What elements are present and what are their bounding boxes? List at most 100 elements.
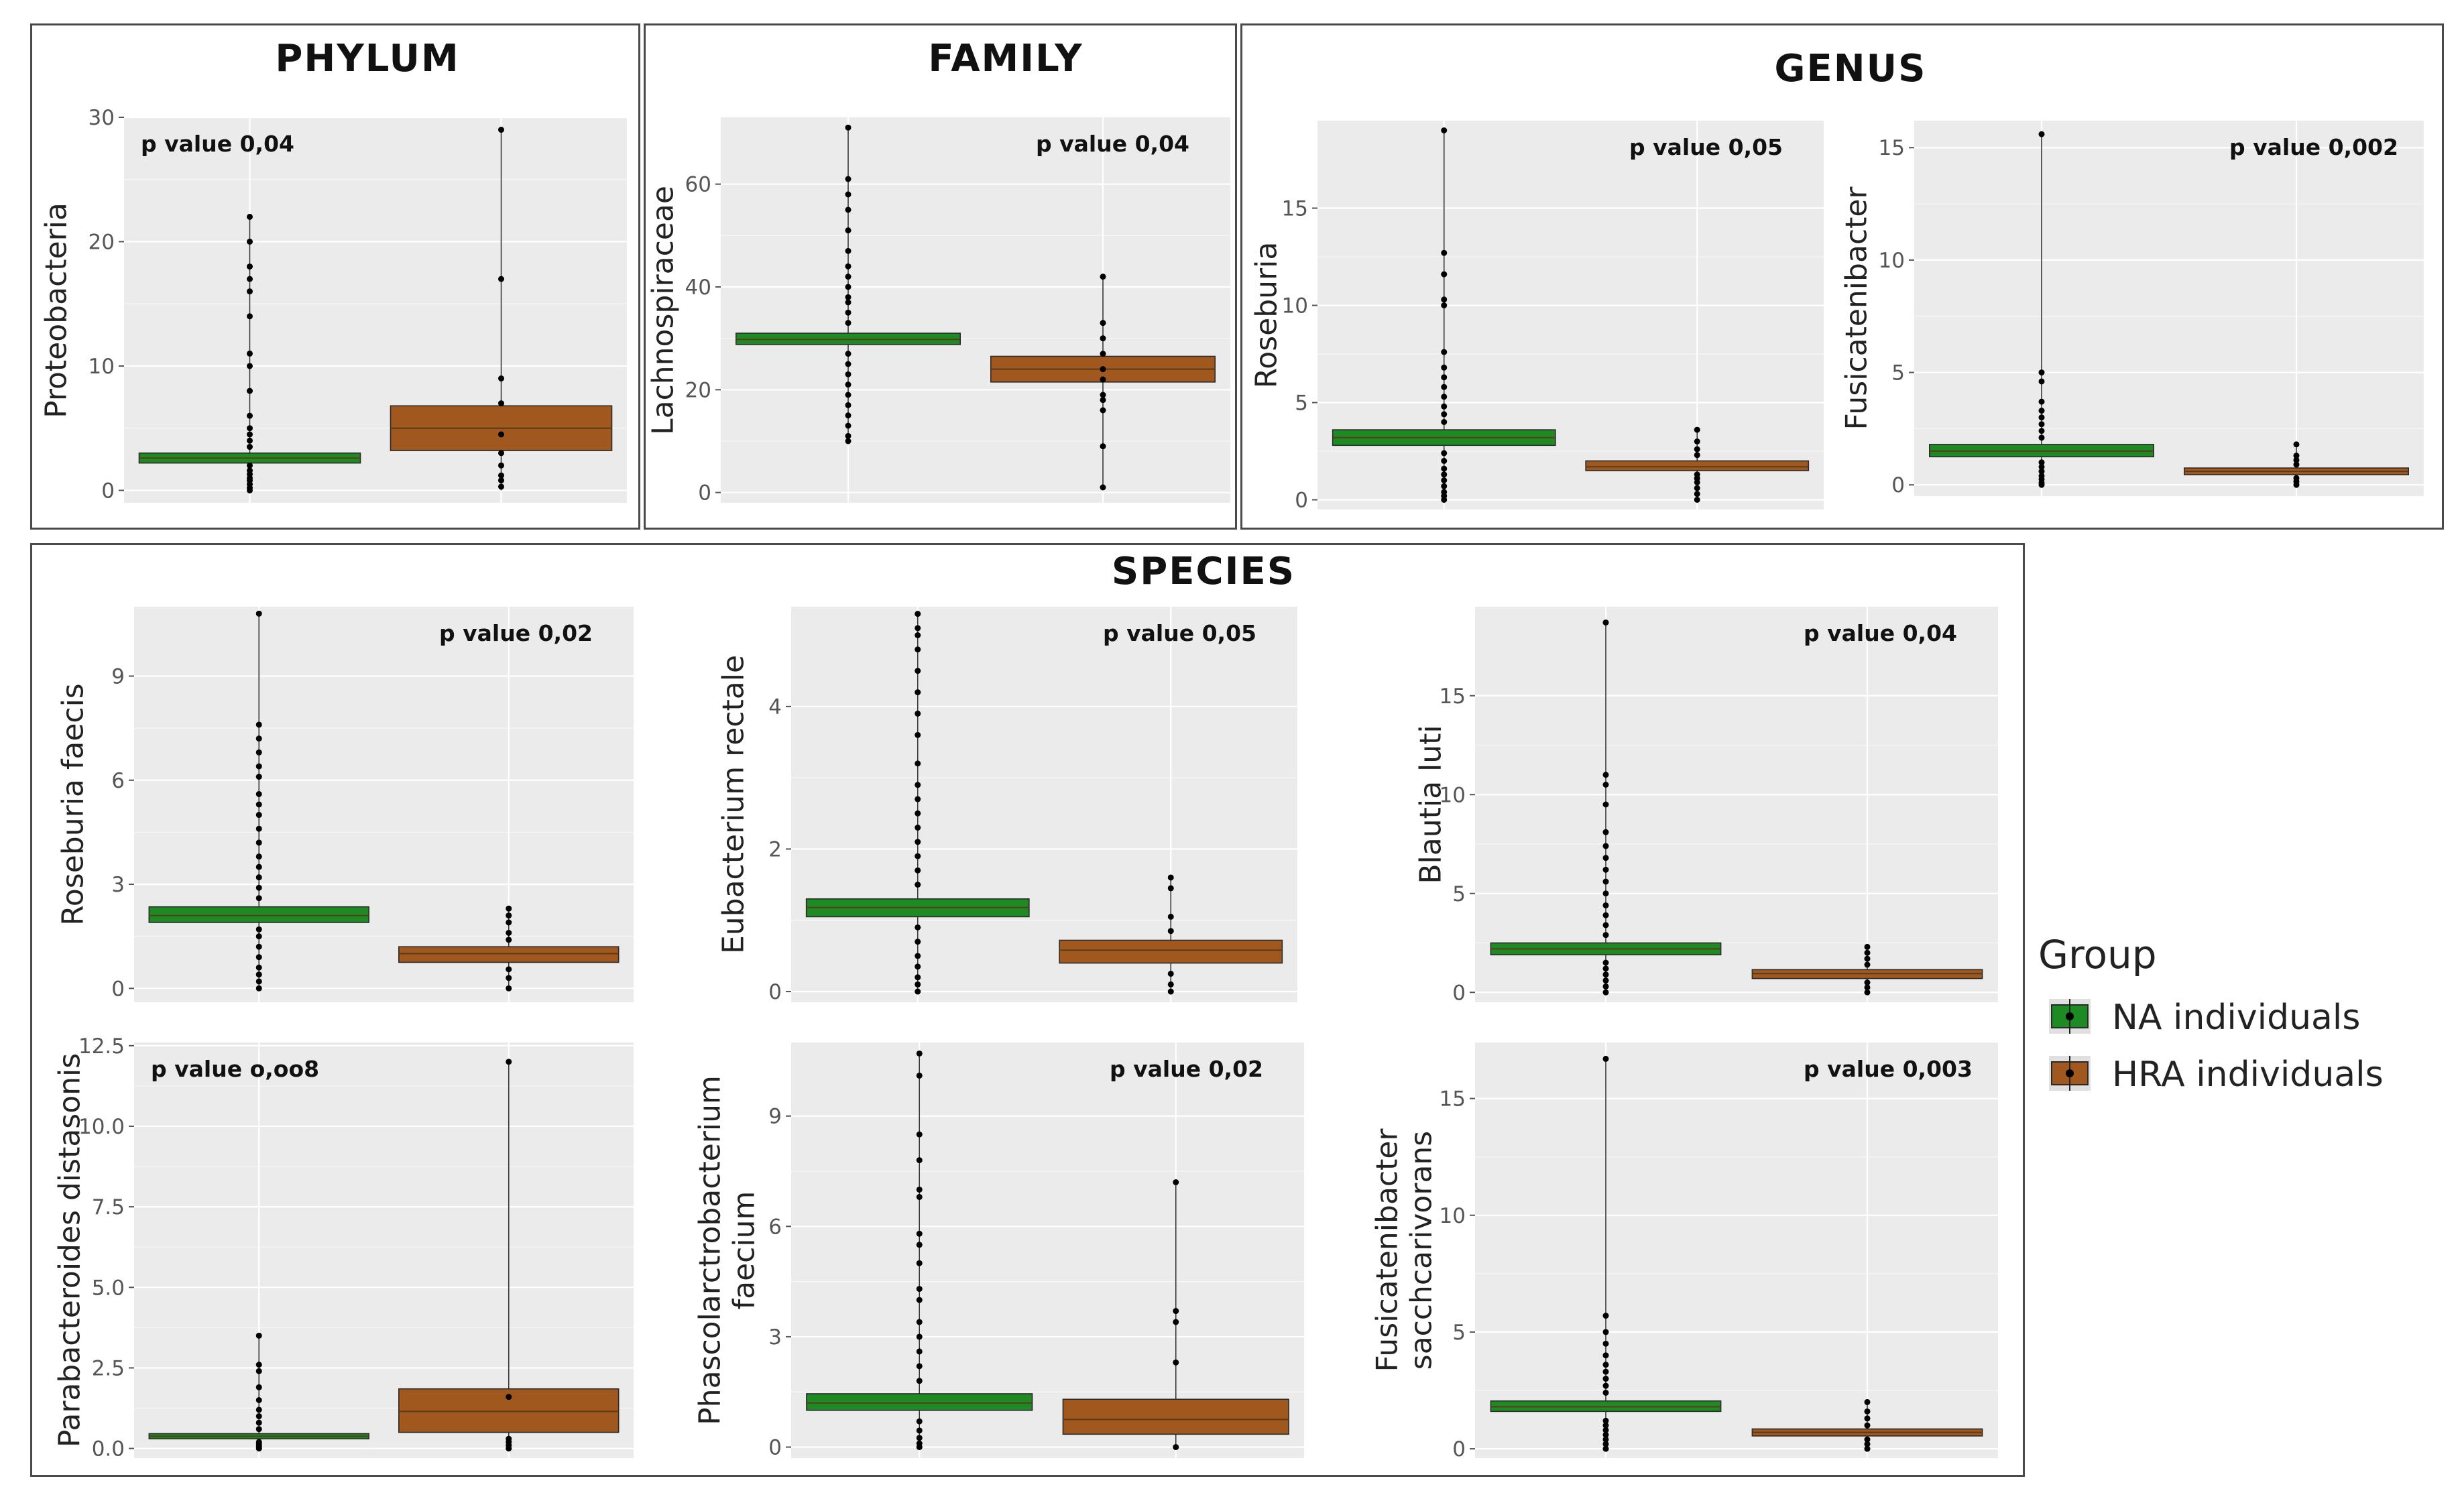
data-point (498, 477, 504, 484)
data-point (506, 1059, 512, 1065)
data-point (255, 954, 262, 961)
p-value-label: p value 0,04 (1804, 620, 1957, 646)
data-point (1173, 1444, 1179, 1451)
data-point (915, 988, 921, 995)
data-point (506, 1394, 512, 1400)
data-point (1602, 1055, 1609, 1062)
data-point (1602, 1436, 1609, 1443)
data-point (915, 632, 921, 639)
data-point (255, 943, 262, 950)
data-point (845, 227, 852, 234)
data-point (915, 953, 921, 959)
plot-svg: 0 5 10 15 (1440, 607, 1998, 1005)
data-point (1441, 450, 1448, 457)
data-point (2038, 468, 2045, 475)
data-point (1602, 782, 1609, 788)
data-point (506, 912, 512, 919)
data-point (845, 371, 852, 377)
data-point (506, 966, 512, 973)
data-point (1864, 984, 1871, 991)
data-point (916, 1131, 923, 1138)
genus-title: GENUS (1774, 47, 1927, 91)
data-point (255, 1362, 262, 1368)
data-point (1100, 366, 1106, 373)
data-point (255, 812, 262, 819)
data-point (247, 431, 253, 438)
y-tick-label: 12.5 (78, 1034, 125, 1059)
plot-blautia-luti: 0 5 10 15 (1440, 607, 1998, 1005)
data-point (1602, 619, 1609, 626)
data-point (1173, 1308, 1179, 1315)
data-point (1864, 949, 1871, 956)
data-point (1100, 335, 1106, 342)
data-point (916, 1435, 923, 1441)
data-point (1602, 1313, 1609, 1319)
data-point (845, 191, 852, 198)
data-point (1602, 878, 1609, 885)
data-point (845, 247, 852, 254)
data-point (255, 735, 262, 742)
data-point (845, 392, 852, 398)
p-value-label: p value 0,04 (1036, 131, 1189, 157)
data-point (2038, 421, 2045, 428)
data-point (498, 375, 504, 382)
y-axis-label-line: Phascolarctrobacterium (693, 1075, 727, 1425)
y-axis-label: Proteobacteria (39, 202, 74, 418)
y-tick-label: 3 (111, 873, 125, 897)
data-point (247, 462, 253, 469)
data-point (915, 825, 921, 831)
data-point (498, 450, 504, 457)
data-point (2038, 463, 2045, 470)
data-point (1441, 383, 1448, 390)
data-point (1100, 376, 1106, 383)
data-point (1441, 471, 1448, 478)
data-point (1694, 497, 1700, 503)
data-point (247, 363, 253, 369)
data-point (1602, 829, 1609, 835)
data-point (1441, 489, 1448, 495)
data-point (1441, 411, 1448, 418)
data-point (2038, 473, 2045, 479)
data-point (1864, 1422, 1871, 1429)
data-point (1100, 407, 1106, 414)
data-point (506, 975, 512, 981)
data-point (915, 939, 921, 945)
data-point (1864, 989, 1871, 996)
data-point (1602, 1445, 1609, 1452)
data-point (1602, 772, 1609, 778)
legend-title: Group (2038, 932, 2157, 977)
data-point (1864, 979, 1871, 985)
data-point (1602, 1427, 1609, 1433)
y-tick-label: 0 (1452, 981, 1466, 1005)
data-point (2038, 131, 2045, 137)
plot-background (134, 607, 634, 1002)
data-point (2038, 459, 2045, 466)
data-point (255, 1419, 262, 1426)
data-point (498, 431, 504, 438)
data-point (915, 853, 921, 859)
plot-svg: 0 5 10 15 (1440, 1042, 1998, 1461)
data-point (845, 284, 852, 290)
data-point (1694, 485, 1700, 491)
data-point (1100, 320, 1106, 326)
data-point (845, 381, 852, 388)
plot-roseburia-faecis: 0 3 6 9 (111, 607, 634, 1002)
y-tick-label: 10.0 (78, 1115, 125, 1139)
data-point (255, 774, 262, 780)
data-point (845, 412, 852, 419)
data-point (1864, 955, 1871, 962)
data-point (1694, 446, 1700, 453)
plot-background (721, 117, 1230, 503)
y-axis-label: Blautia luti (1413, 725, 1448, 884)
data-point (247, 425, 253, 432)
data-point (2038, 428, 2045, 434)
data-point (1602, 1376, 1609, 1382)
data-point (247, 288, 253, 295)
y-tick-label: 60 (685, 173, 711, 197)
y-tick-label: 40 (685, 276, 711, 300)
p-value-label: p value 0,003 (1804, 1056, 1973, 1082)
data-point (255, 884, 262, 891)
data-point (1602, 1362, 1609, 1368)
box-hra (398, 946, 620, 963)
y-tick-label: 6 (768, 1215, 782, 1239)
